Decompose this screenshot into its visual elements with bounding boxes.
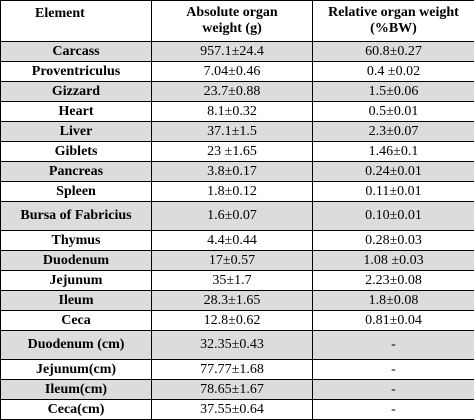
absolute-weight-cell: 23.7±0.88 — [152, 82, 313, 102]
element-cell: Carcass — [1, 42, 152, 62]
relative-weight-cell: 0.24±0.01 — [313, 162, 474, 182]
relative-weight-cell: 0.5±0.01 — [313, 102, 474, 122]
relative-weight-cell: 1.46±0.1 — [313, 142, 474, 162]
relative-weight-cell: 0.10±0.01 — [313, 202, 474, 231]
absolute-weight-cell: 37.55±0.64 — [152, 400, 313, 420]
relative-weight-cell: 2.3±0.07 — [313, 122, 474, 142]
relative-weight-cell: - — [313, 380, 474, 400]
absolute-weight-cell: 17±0.57 — [152, 251, 313, 271]
relative-weight-cell: - — [313, 400, 474, 420]
header-relative-weight: Relative organ weight (%BW) — [313, 1, 474, 42]
table-row: Ceca(cm)37.55±0.64- — [1, 400, 474, 420]
table-row: Duodenum (cm)32.35±0.43- — [1, 331, 474, 360]
element-cell: Ceca(cm) — [1, 400, 152, 420]
element-cell: Giblets — [1, 142, 152, 162]
absolute-weight-cell: 32.35±0.43 — [152, 331, 313, 360]
element-cell: Ceca — [1, 311, 152, 331]
absolute-weight-cell: 37.1±1.5 — [152, 122, 313, 142]
absolute-weight-cell: 7.04±0.46 — [152, 62, 313, 82]
absolute-weight-cell: 4.4±0.44 — [152, 231, 313, 251]
element-cell: Gizzard — [1, 82, 152, 102]
element-cell: Liver — [1, 122, 152, 142]
relative-weight-cell: 0.28±0.03 — [313, 231, 474, 251]
absolute-weight-cell: 78.65±1.67 — [152, 380, 313, 400]
element-cell: Heart — [1, 102, 152, 122]
relative-weight-cell: 0.11±0.01 — [313, 182, 474, 202]
element-cell: Jejunum — [1, 271, 152, 291]
absolute-weight-cell: 3.8±0.17 — [152, 162, 313, 182]
relative-weight-cell: 1.5±0.06 — [313, 82, 474, 102]
element-cell: Proventriculus — [1, 62, 152, 82]
absolute-weight-cell: 8.1±0.32 — [152, 102, 313, 122]
header-row: Element Absolute organ weight (g) Relati… — [1, 1, 474, 42]
absolute-weight-cell: 1.6±0.07 — [152, 202, 313, 231]
element-cell: Ileum(cm) — [1, 380, 152, 400]
element-cell: Thymus — [1, 231, 152, 251]
element-cell: Spleen — [1, 182, 152, 202]
absolute-weight-cell: 77.77±1.68 — [152, 360, 313, 380]
header-element: Element — [1, 1, 152, 42]
relative-weight-cell: 2.23±0.08 — [313, 271, 474, 291]
absolute-weight-cell: 28.3±1.65 — [152, 291, 313, 311]
relative-weight-cell: - — [313, 331, 474, 360]
absolute-weight-cell: 35±1.7 — [152, 271, 313, 291]
relative-weight-cell: 60.8±0.27 — [313, 42, 474, 62]
absolute-weight-cell: 957.1±24.4 — [152, 42, 313, 62]
absolute-weight-cell: 12.8±0.62 — [152, 311, 313, 331]
absolute-weight-cell: 23 ±1.65 — [152, 142, 313, 162]
header-absolute-weight: Absolute organ weight (g) — [152, 1, 313, 42]
relative-weight-cell: 1.8±0.08 — [313, 291, 474, 311]
relative-weight-cell: 1.08 ±0.03 — [313, 251, 474, 271]
relative-weight-cell: 0.81±0.04 — [313, 311, 474, 331]
table-row: Jejunum(cm)77.77±1.68- — [1, 360, 474, 380]
relative-weight-cell: - — [313, 360, 474, 380]
element-cell: Jejunum(cm) — [1, 360, 152, 380]
absolute-weight-cell: 1.8±0.12 — [152, 182, 313, 202]
element-cell: Bursa of Fabricius — [1, 202, 152, 231]
element-cell: Pancreas — [1, 162, 152, 182]
relative-weight-cell: 0.4 ±0.02 — [313, 62, 474, 82]
element-cell: Duodenum (cm) — [1, 331, 152, 360]
element-cell: Ileum — [1, 291, 152, 311]
table-row: Ileum(cm)78.65±1.67- — [1, 380, 474, 400]
element-cell: Duodenum — [1, 251, 152, 271]
